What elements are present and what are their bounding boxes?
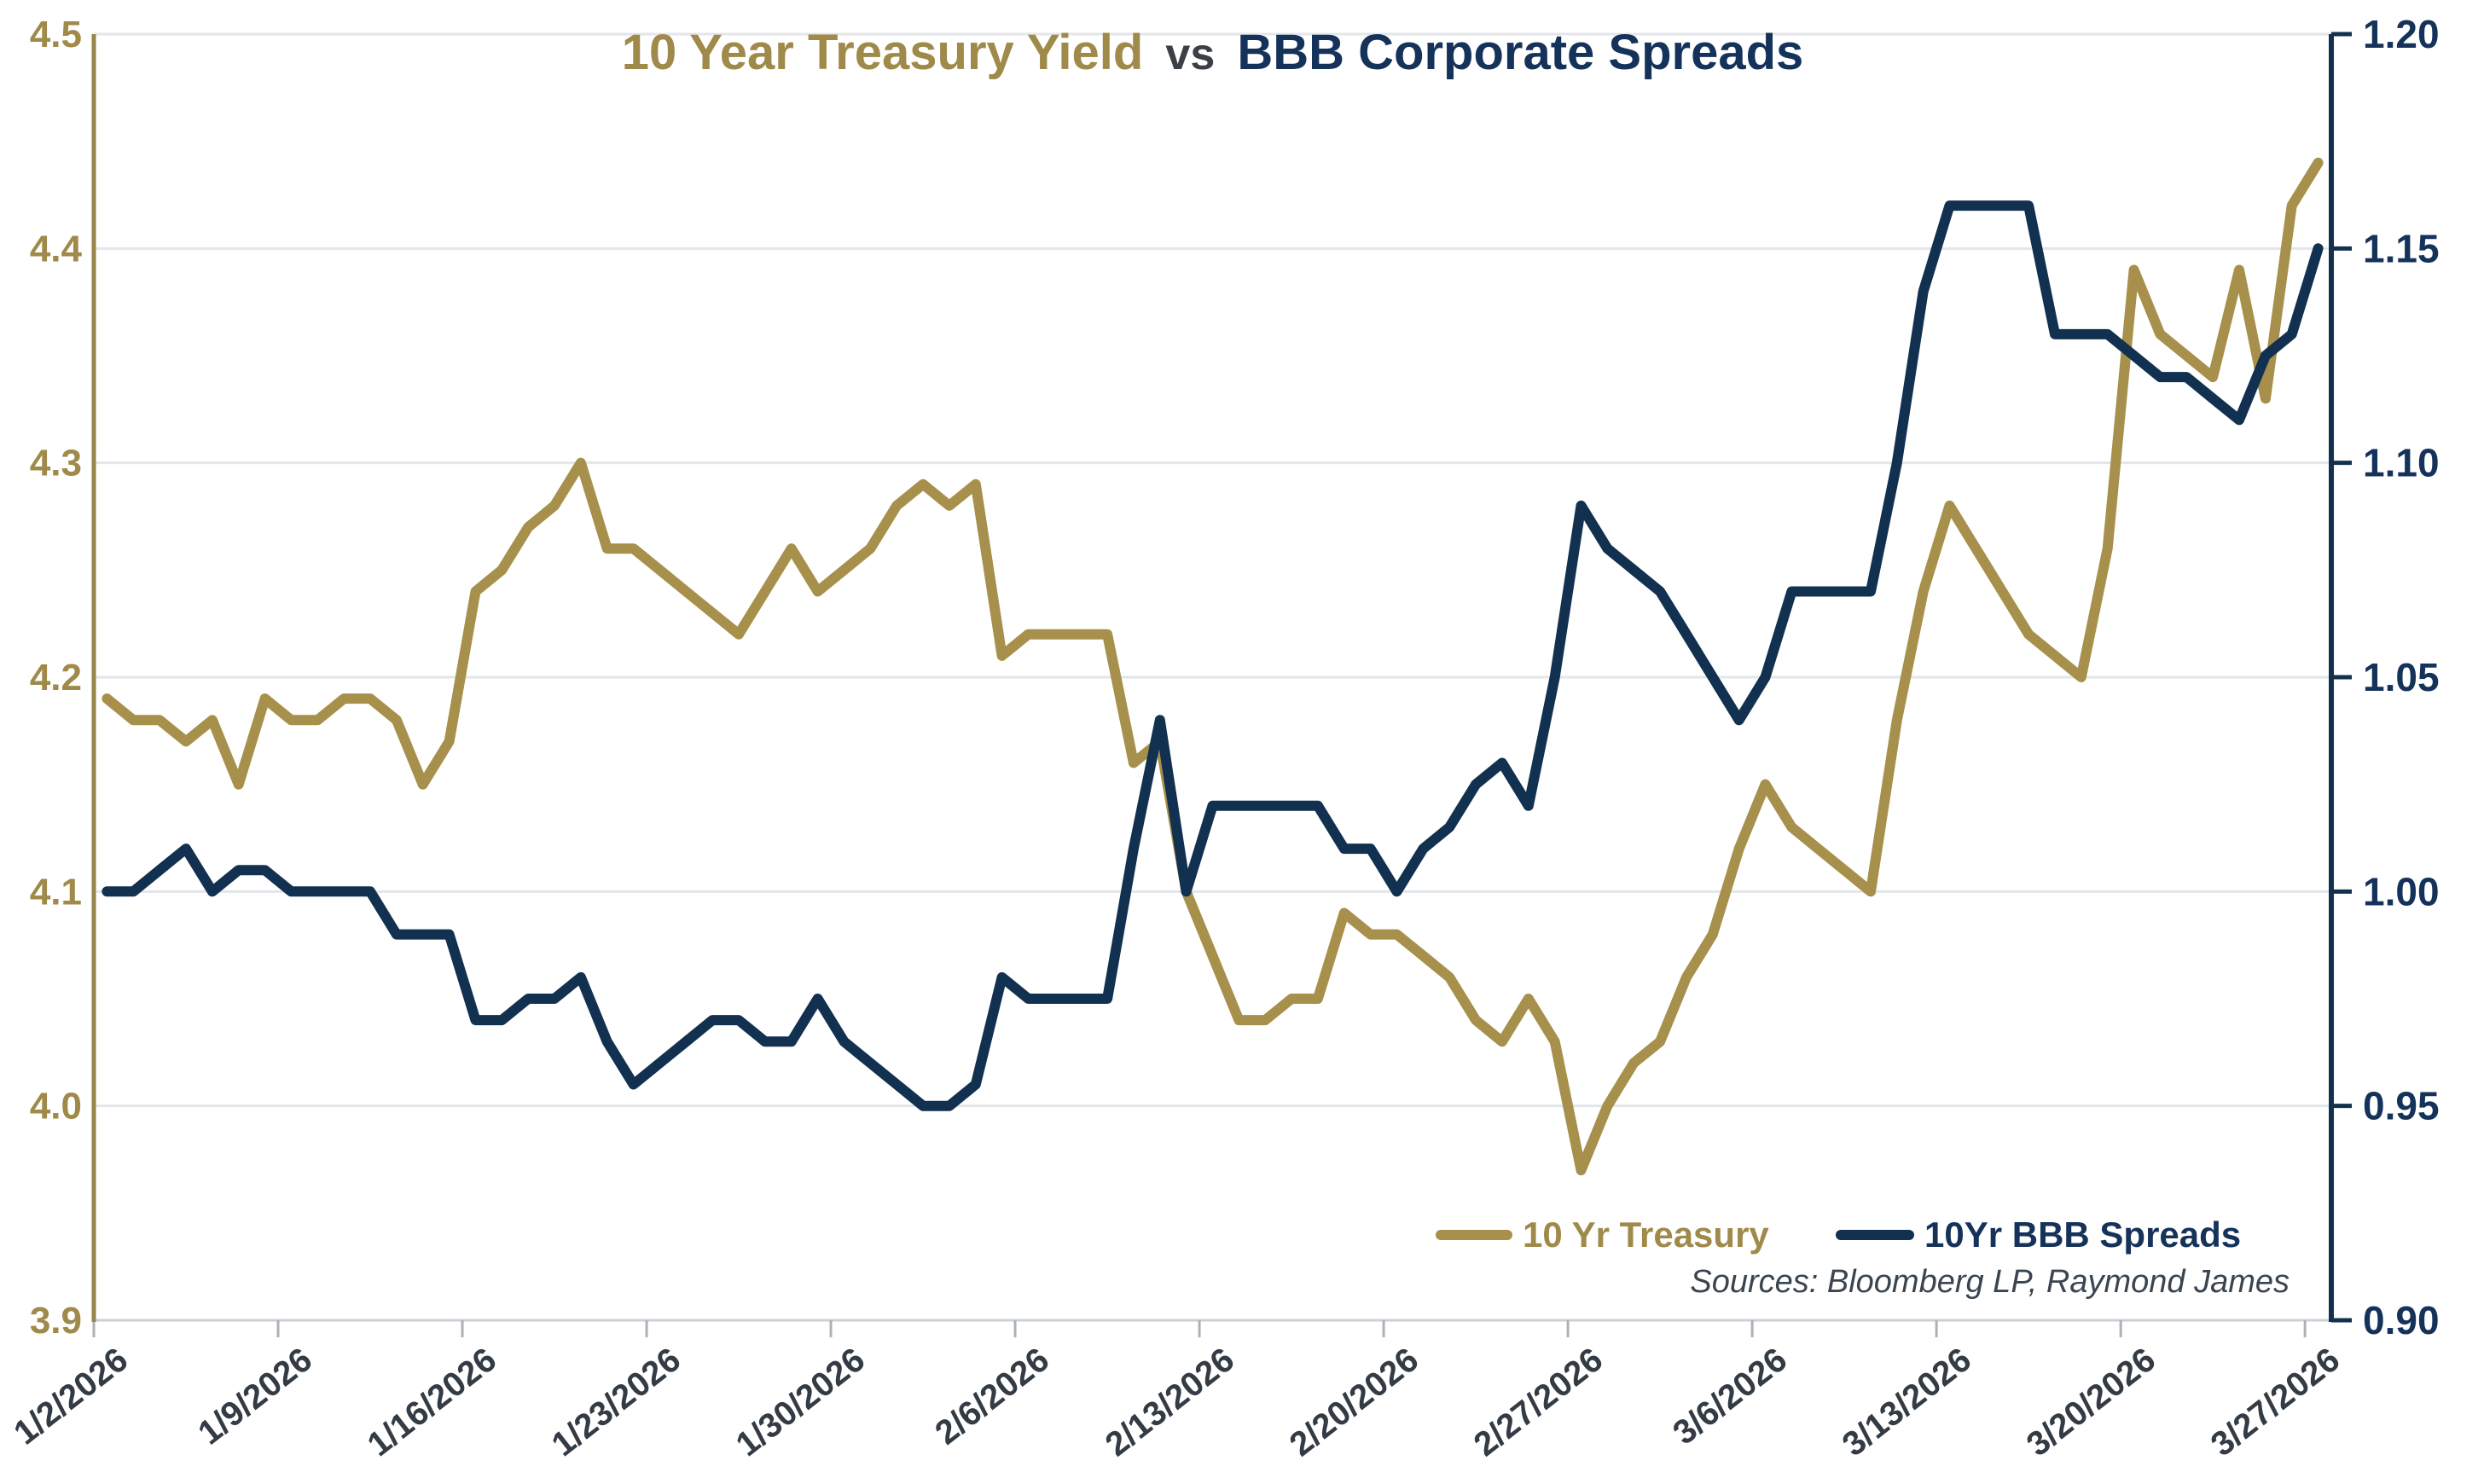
right-axis-tick-label: 1.20 (2363, 12, 2440, 56)
left-axis-tick-label: 4.5 (30, 14, 82, 55)
left-axis-tick-label: 3.9 (30, 1300, 82, 1342)
legend-item-treasury: 10 Yr Treasury (1436, 1214, 1769, 1255)
right-axis-tick-label: 1.10 (2363, 441, 2440, 485)
legend-label-spreads: 10Yr BBB Spreads (1924, 1214, 2242, 1255)
spreads-line-swatch-icon (1836, 1230, 1914, 1240)
chart-title: 10 Year Treasury Yield vs BBB Corporate … (94, 24, 2331, 81)
right-axis-tick-label: 1.00 (2363, 869, 2440, 913)
spreads-series-line (102, 200, 2324, 1111)
treasury-line-swatch-icon (1436, 1230, 1512, 1240)
title-treasury-segment: 10 Year Treasury Yield (621, 25, 1144, 80)
right-axis-tick-label: 0.90 (2363, 1298, 2440, 1342)
left-axis-tick-label: 4.2 (30, 657, 82, 699)
title-spreads-segment: BBB Corporate Spreads (1237, 25, 1804, 80)
legend-label-treasury: 10 Yr Treasury (1523, 1214, 1769, 1255)
right-axis-tick-label: 0.95 (2363, 1084, 2440, 1128)
left-axis-tick-label: 4.0 (30, 1086, 82, 1127)
title-vs-segment: vs (1165, 30, 1216, 79)
source-attribution: Sources: Bloomberg LP, Raymond James (1690, 1264, 2290, 1300)
left-axis-tick-label: 4.3 (30, 443, 82, 484)
left-axis-tick-label: 4.1 (30, 871, 82, 913)
left-axis-tick-label: 4.4 (30, 228, 83, 270)
right-axis-tick-label: 1.15 (2363, 226, 2440, 270)
legend-item-spreads: 10Yr BBB Spreads (1836, 1214, 2241, 1255)
treasury-series-line (102, 157, 2324, 1176)
right-axis-tick-label: 1.05 (2363, 655, 2440, 699)
